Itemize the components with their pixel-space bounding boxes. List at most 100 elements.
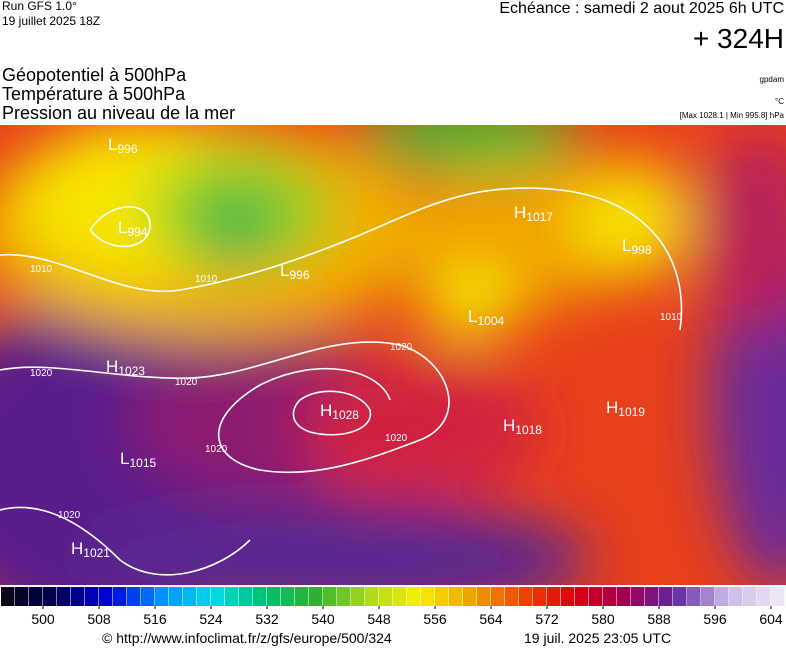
color-cell (365, 587, 379, 606)
field: Température à 500hPa (2, 84, 186, 104)
tick-label: 540 (311, 611, 335, 627)
center-value: 1004 (477, 314, 504, 328)
isobar-label: 1020 (390, 342, 413, 353)
color-cell (155, 587, 169, 606)
isobar-label: 1020 (30, 368, 53, 379)
isobar-label: 1020 (205, 444, 228, 455)
color-cell (421, 587, 435, 606)
color-cell (561, 587, 575, 606)
color-cell (183, 587, 197, 606)
isobar-label: 1020 (175, 377, 198, 388)
color-cell (239, 587, 253, 606)
center-value: 1021 (83, 546, 110, 560)
tick-label: 564 (479, 611, 503, 627)
color-cell (99, 587, 113, 606)
pressure-center: L994 (118, 218, 148, 239)
color-cell (295, 587, 309, 606)
color-cell (771, 587, 785, 606)
color-cell (71, 587, 85, 606)
tick-label: 556 (423, 611, 447, 627)
center-type: H (106, 357, 118, 376)
tick-label: 580 (591, 611, 615, 627)
color-cell (673, 587, 687, 606)
color-cell (15, 587, 29, 606)
center-type: H (320, 401, 332, 420)
color-cell (715, 587, 729, 606)
tick-label: 500 (31, 611, 55, 627)
color-cell (729, 587, 743, 606)
tick-label: 604 (759, 611, 783, 627)
center-type: L (120, 449, 129, 468)
isobar-label: 1010 (195, 274, 218, 285)
color-cell (687, 587, 701, 606)
field: Pression au niveau de la mer (2, 103, 235, 123)
color-cell (519, 587, 533, 606)
center-value: 1015 (129, 456, 156, 470)
center-type: L (118, 218, 127, 237)
color-cell (757, 587, 771, 606)
tick-label: 572 (535, 611, 559, 627)
center-type: H (503, 416, 515, 435)
tick-label: 516 (143, 611, 167, 627)
pressure-center: H1018 (503, 416, 542, 437)
unit: [Max 1028.1 | Min 995.8] hPa (680, 111, 785, 120)
run-date: 19 juillet 2025 18Z (2, 14, 100, 28)
color-cell (351, 587, 365, 606)
pressure-center: H1017 (514, 203, 553, 224)
color-cell (141, 587, 155, 606)
color-cell (253, 587, 267, 606)
color-cell (85, 587, 99, 606)
center-type: L (108, 135, 117, 154)
color-cell (57, 587, 71, 606)
colorbar: 500 508 516 524 532 540 548 556 564 572 580 588 596 6… (1, 587, 785, 627)
valid-time: Echéance : samedi 2 aout 2025 6h UTC (499, 0, 784, 17)
tick-label: 524 (199, 611, 223, 627)
center-value: 996 (117, 142, 137, 156)
color-cell (323, 587, 337, 606)
color-cell (281, 587, 295, 606)
center-type: H (514, 203, 526, 222)
pressure-center: L998 (622, 236, 652, 257)
tick-label: 588 (647, 611, 671, 627)
color-cell (337, 587, 351, 606)
pressure-centers: L996 L994 L996 H1017 L998 L1004 H1023 H1… (71, 135, 652, 560)
pressure-center: H1028 (320, 401, 359, 422)
center-value: 994 (127, 225, 147, 239)
color-cell (113, 587, 127, 606)
color-cell (393, 587, 407, 606)
tick-label: 508 (87, 611, 111, 627)
color-cell (617, 587, 631, 606)
center-type: H (71, 539, 83, 558)
unit: °C (775, 97, 784, 106)
center-value: 1028 (332, 408, 359, 422)
unit: gpdam (760, 75, 785, 84)
pressure-center: L996 (280, 261, 310, 282)
source-url: © http://www.infoclimat.fr/z/gfs/europe/… (102, 630, 392, 646)
pressure-center: L996 (108, 135, 138, 156)
center-value: 1017 (526, 210, 553, 224)
pressure-center: L1015 (120, 449, 156, 470)
isobar-label: 1010 (30, 264, 53, 275)
color-cell (211, 587, 225, 606)
center-value: 1023 (118, 364, 145, 378)
color-cell (309, 587, 323, 606)
color-cell (379, 587, 393, 606)
timestamp: 19 juil. 2025 23:05 UTC (524, 630, 671, 646)
center-type: L (280, 261, 289, 280)
tick-label: 532 (255, 611, 279, 627)
center-value: 1019 (618, 405, 645, 419)
color-cell (505, 587, 519, 606)
center-value: 1018 (515, 423, 542, 437)
color-cell (477, 587, 491, 606)
color-cell (127, 587, 141, 606)
color-cell (603, 587, 617, 606)
isobar-label: 1020 (58, 510, 81, 521)
color-cell (701, 587, 715, 606)
pressure-center: H1021 (71, 539, 110, 560)
center-type: L (468, 307, 477, 326)
color-cell (589, 587, 603, 606)
center-value: 998 (631, 243, 651, 257)
color-cell (645, 587, 659, 606)
color-cell (407, 587, 421, 606)
